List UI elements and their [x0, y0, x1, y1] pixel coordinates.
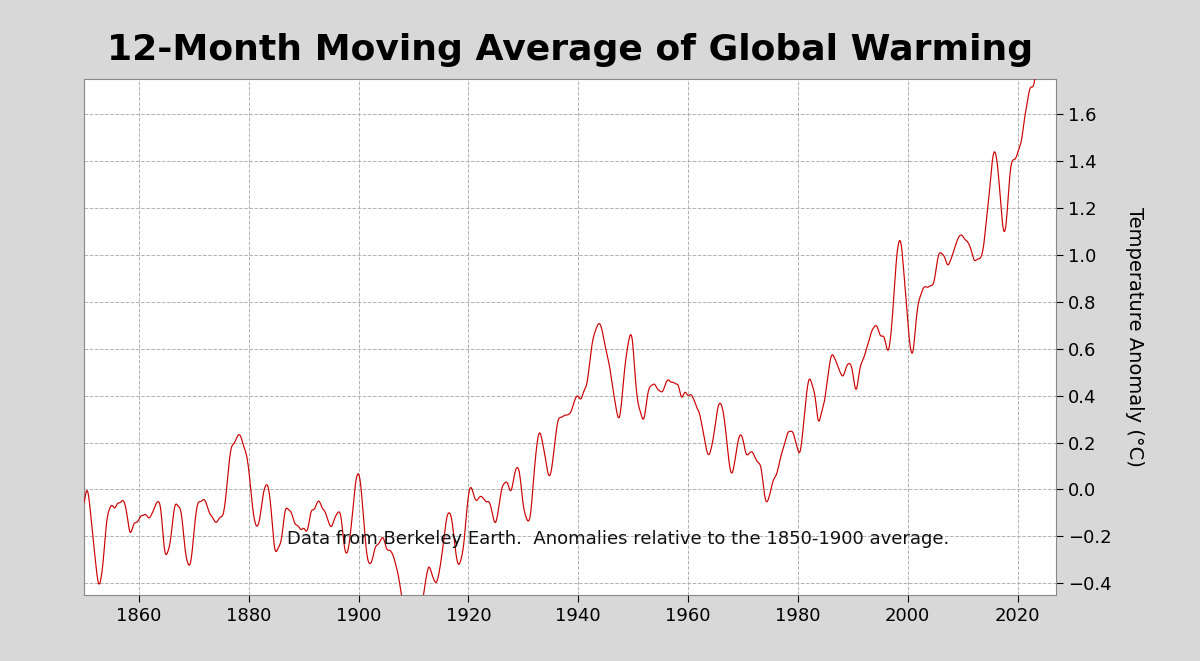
Text: Data from Berkeley Earth.  Anomalies relative to the 1850-1900 average.: Data from Berkeley Earth. Anomalies rela… [288, 531, 949, 549]
Title: 12-Month Moving Average of Global Warming: 12-Month Moving Average of Global Warmin… [107, 33, 1033, 67]
Y-axis label: Temperature Anomaly (°C): Temperature Anomaly (°C) [1126, 207, 1145, 467]
